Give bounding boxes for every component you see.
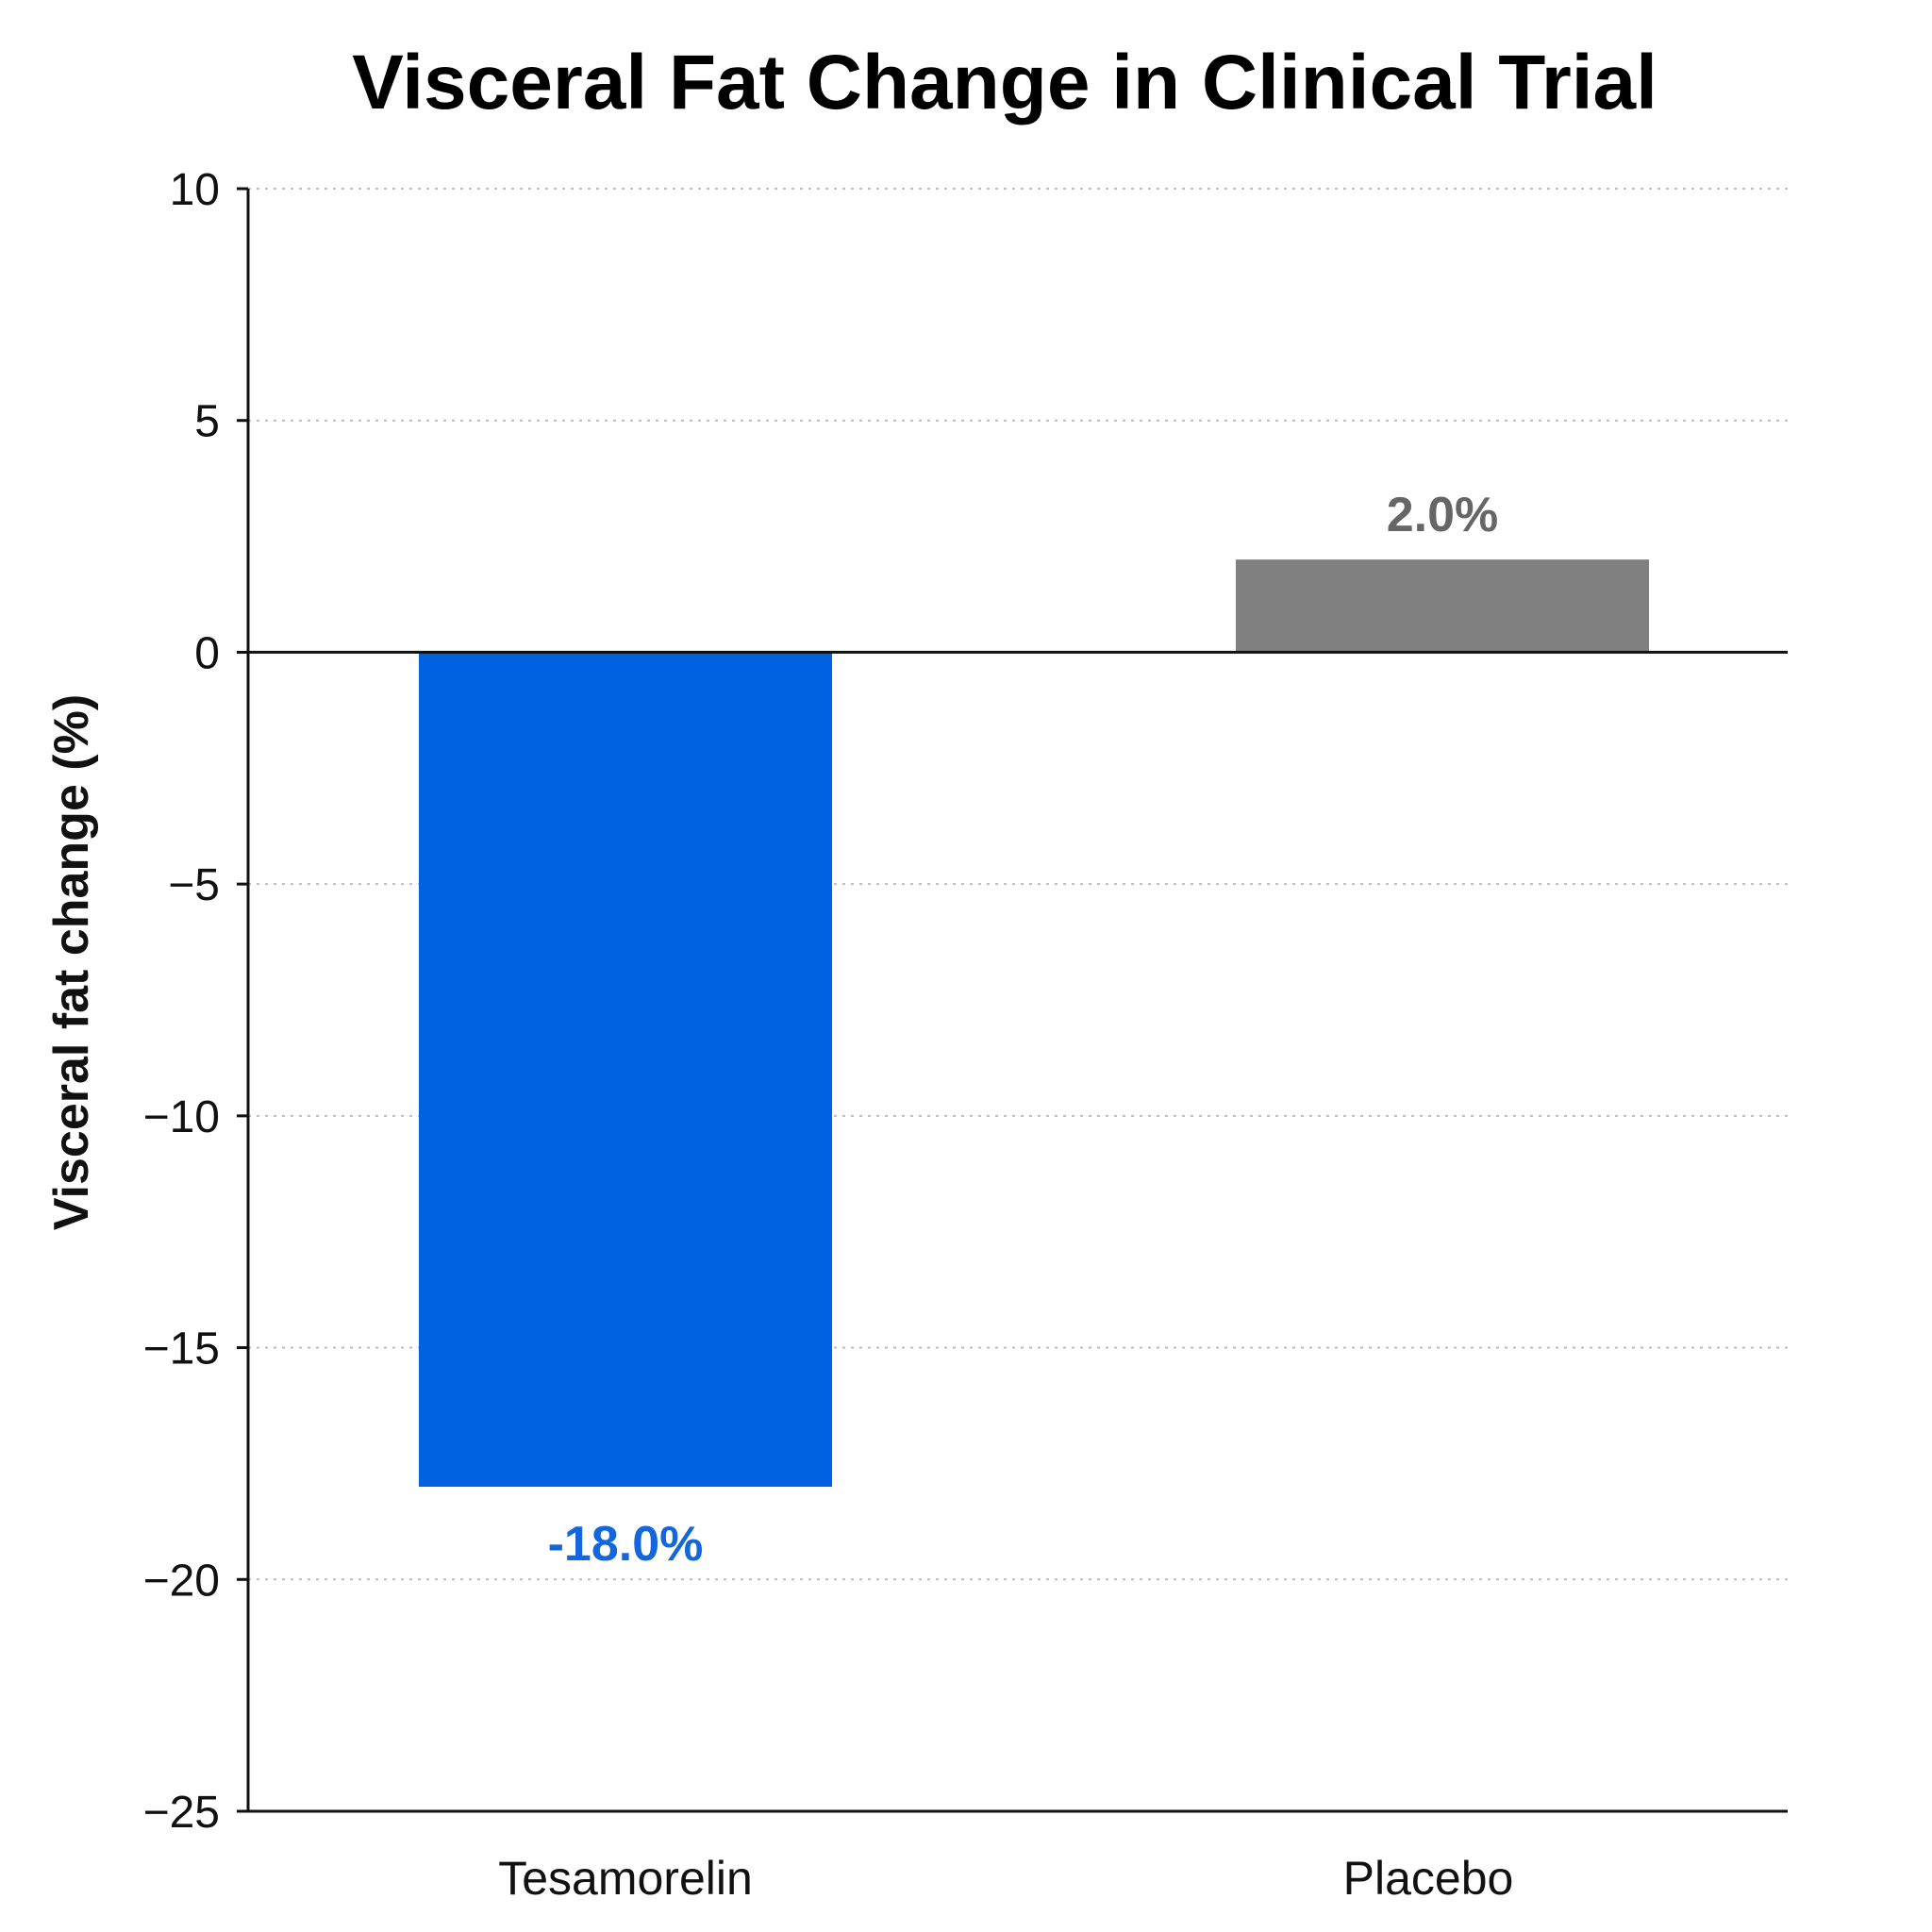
chart-title: Visceral Fat Change in Clinical Trial (352, 40, 1657, 125)
value-label: -18.0% (548, 1517, 704, 1572)
bar (419, 652, 832, 1487)
y-tick-labels: 10 5 0 −5 −10 −15 −20 −25 (143, 165, 220, 1838)
y-tick-label: −25 (143, 1788, 220, 1838)
y-tick-label: −20 (143, 1556, 220, 1606)
y-tick-label: −15 (143, 1324, 220, 1374)
axes (237, 187, 1788, 1813)
y-tick-label: −10 (143, 1092, 220, 1142)
y-tick-label: −5 (168, 860, 220, 910)
category-labels: Tesamorelin Placebo (498, 1852, 1513, 1905)
bar (1236, 559, 1649, 653)
y-tick-label: 10 (170, 165, 220, 215)
category-label: Tesamorelin (498, 1852, 753, 1905)
value-labels: -18.0% 2.0% (548, 488, 1499, 1572)
category-label: Placebo (1343, 1852, 1514, 1905)
y-axis-label: Visceral fat change (%) (44, 694, 99, 1230)
bars (419, 559, 1649, 1487)
value-label: 2.0% (1387, 488, 1499, 542)
y-tick-label: 0 (194, 628, 220, 678)
y-tick-label: 5 (194, 397, 220, 447)
